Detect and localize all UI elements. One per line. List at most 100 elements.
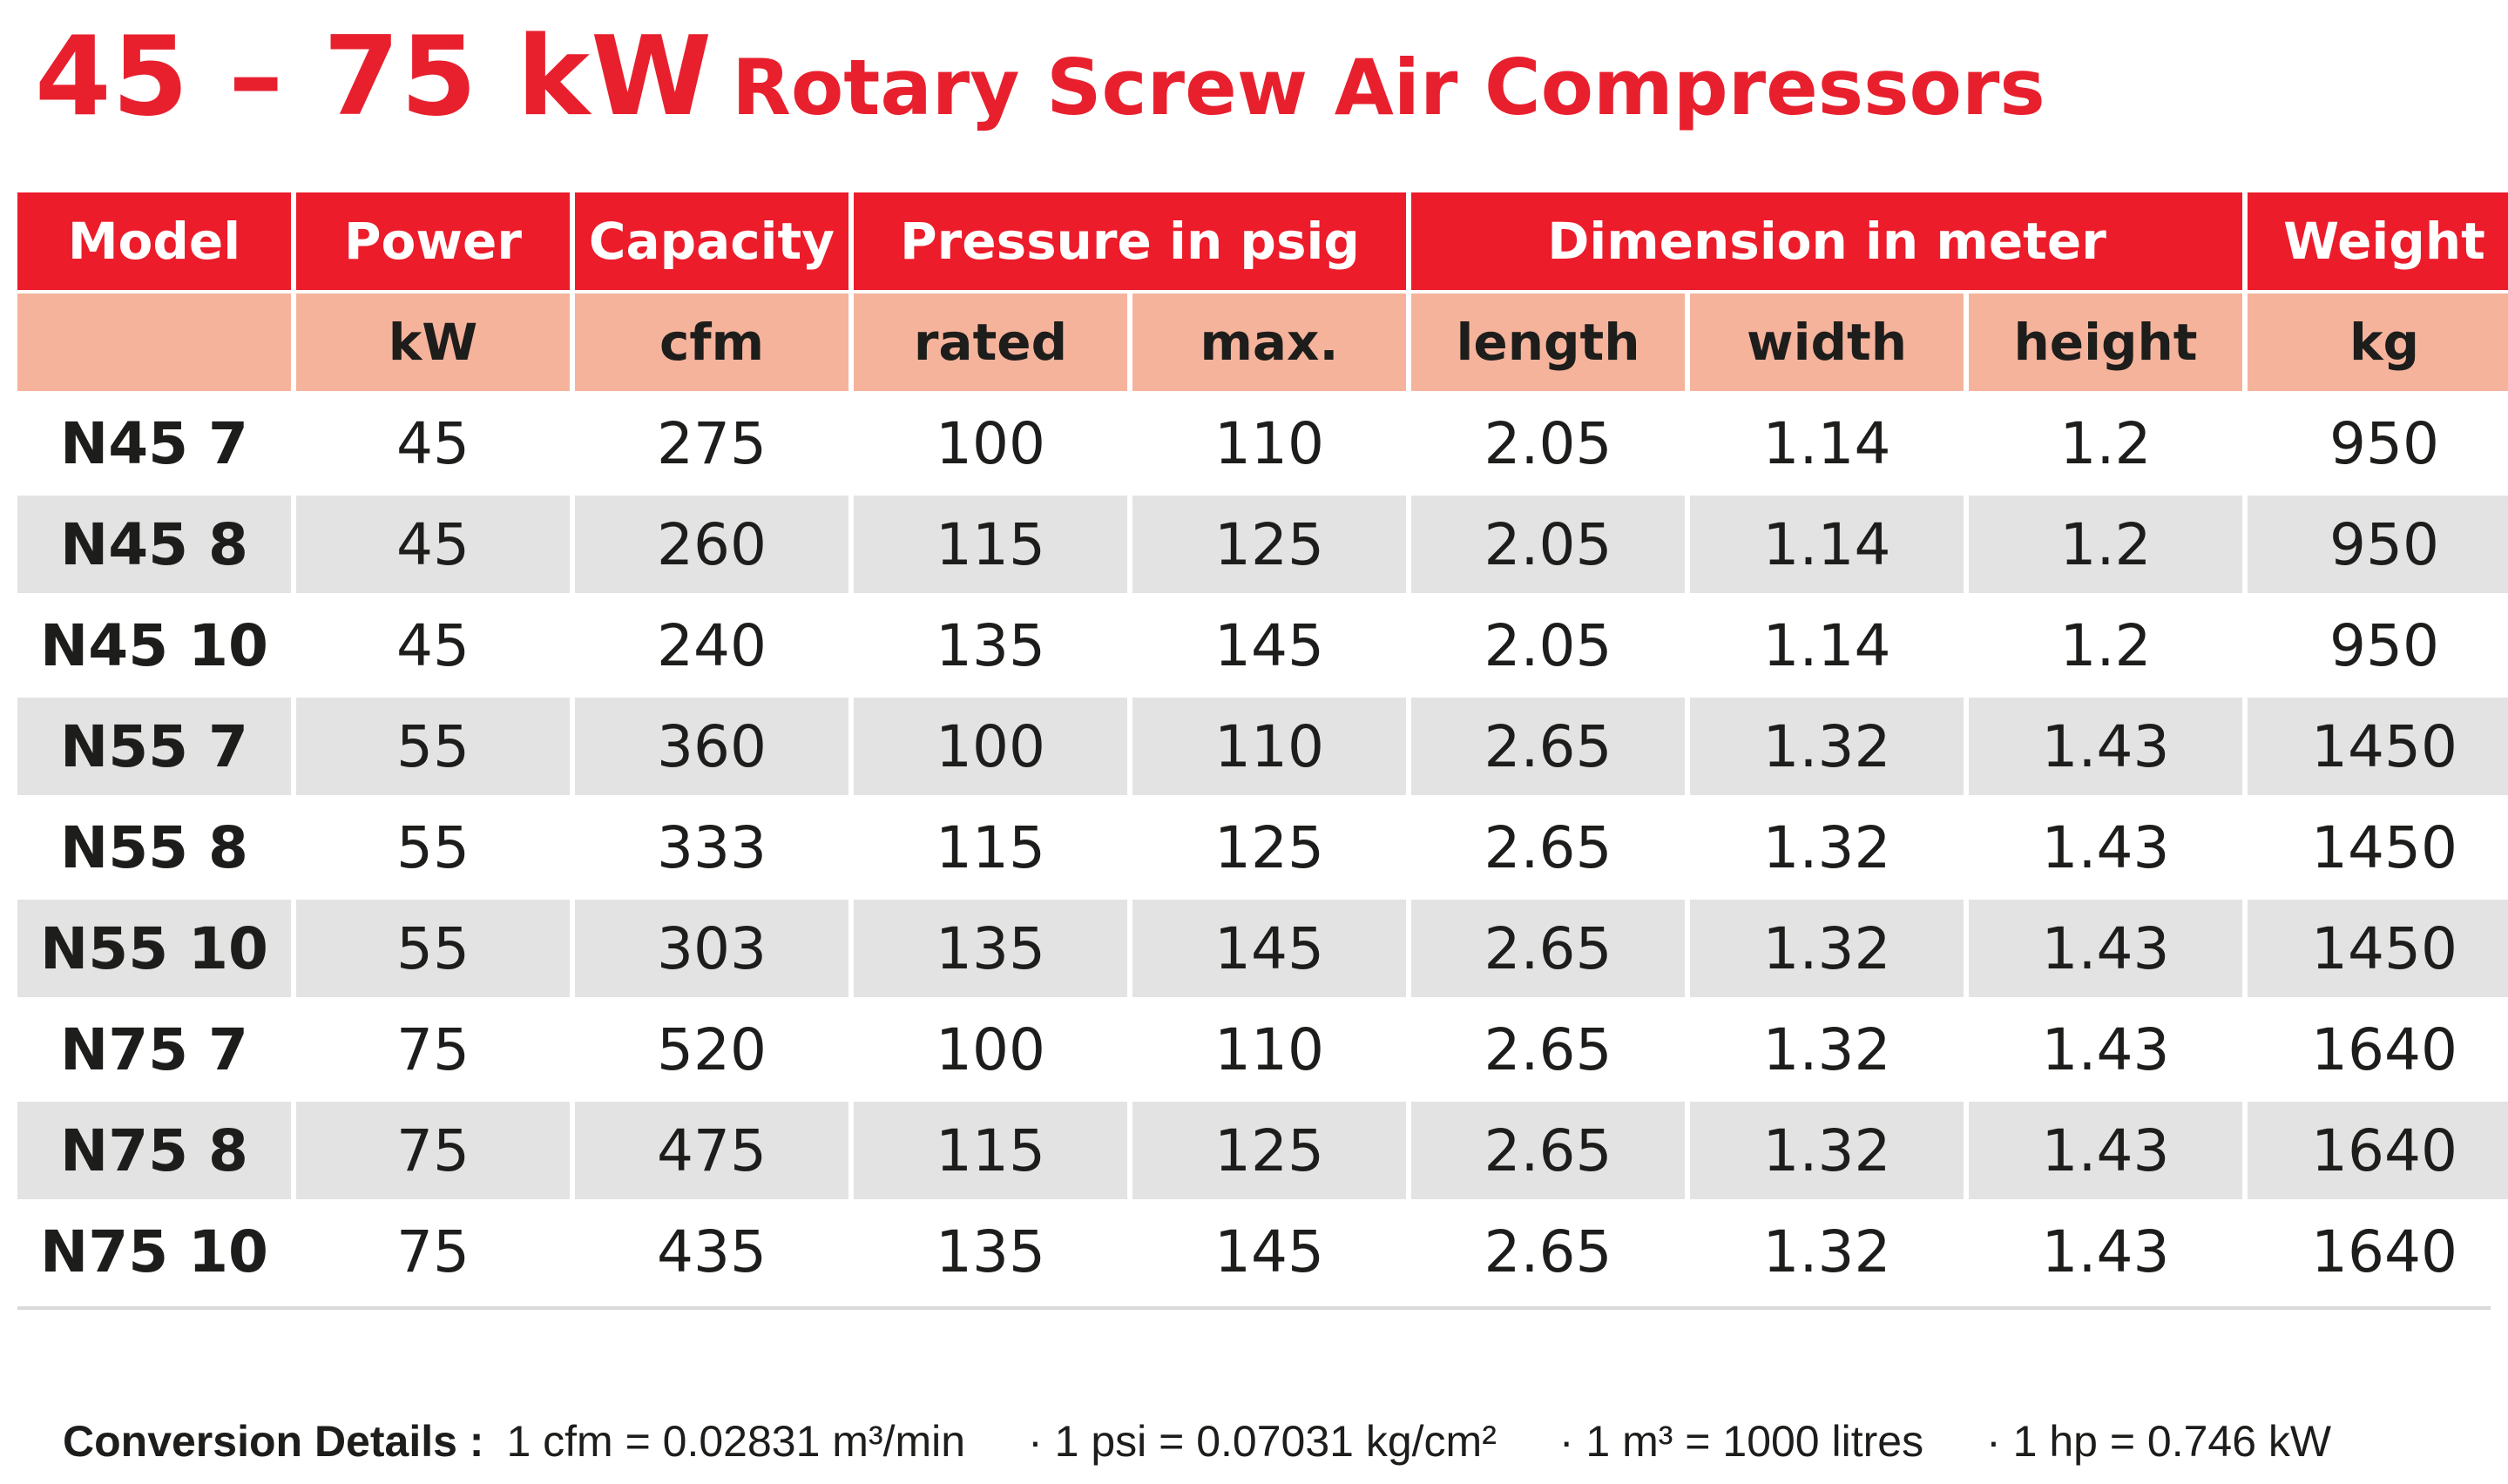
cell-length: 2.65 [1484,1218,1612,1285]
conversion-item-cfm: 1 cfm = 0.02831 m³/min [506,1417,966,1466]
subheader-capacity-unit: cfm [575,293,848,391]
conversion-item-m3: · 1 m³ = 1000 litres [1558,1417,1924,1466]
cell-pressure-rated: 135 [936,1218,1045,1285]
header-model: Model [17,192,291,290]
cell-width: 1.14 [1690,496,1964,593]
cell-height: 1.2 [1969,496,2243,593]
conversion-label: Conversion Details : [63,1417,484,1466]
header-dimension: Dimension in meter [1411,192,2243,290]
cell-power: 55 [396,813,470,881]
cell-capacity: 520 [657,1015,767,1083]
cell-capacity: 435 [657,1218,767,1285]
cell-weight: 1450 [2248,698,2508,795]
table-row: N45 8 45 260 115 125 2.05 1.14 1.2 950 [17,496,2508,593]
cell-power: 75 [296,1102,570,1199]
cell-pressure-rated: 100 [936,409,1045,477]
cell-length: 2.65 [1411,1102,1686,1199]
cell-pressure-rated: 135 [936,611,1045,679]
cell-capacity: 360 [575,698,848,795]
cell-model: N45 7 [60,409,248,477]
table-row: N45 10 45 240 135 145 2.05 1.14 1.2 950 [17,597,2508,694]
table-row: N75 7 75 520 100 110 2.65 1.32 1.43 1640 [17,1001,2508,1098]
table-row: N55 8 55 333 115 125 2.65 1.32 1.43 1450 [17,799,2508,896]
table-body: N45 7 45 275 100 110 2.05 1.14 1.2 950 N45 8 45 260… [17,395,2508,1300]
cell-model: N45 8 [17,496,291,593]
cell-length: 2.05 [1411,496,1686,593]
cell-capacity: 275 [657,409,767,477]
header-pressure: Pressure in psig [854,192,1407,290]
cell-width: 1.32 [1762,813,1891,881]
cell-pressure-rated: 135 [854,900,1127,997]
table-row: N55 10 55 303 135 145 2.65 1.32 1.43 1450 [17,900,2508,997]
title-power-range: 45 – 75 kW [35,12,713,140]
cell-capacity: 333 [657,813,767,881]
cell-width: 1.32 [1690,900,1964,997]
subheader-pressure-max: max. [1132,293,1407,391]
subheader-power-unit: kW [296,293,570,391]
cell-height: 1.43 [2041,1218,2170,1285]
cell-pressure-rated: 100 [854,698,1127,795]
cell-capacity: 260 [575,496,848,593]
cell-height: 1.2 [2059,409,2152,477]
cell-height: 1.43 [2041,813,2170,881]
subheader-width: width [1690,293,1964,391]
subheader-weight-unit: kg [2248,293,2508,391]
cell-length: 2.65 [1484,1015,1612,1083]
cell-height: 1.43 [2041,1015,2170,1083]
table-row: N55 7 55 360 100 110 2.65 1.32 1.43 1450 [17,698,2508,795]
cell-power: 55 [296,900,570,997]
conversion-item-psi: · 1 psi = 0.07031 kg/cm² [1028,1417,1497,1466]
cell-weight: 950 [2248,496,2508,593]
cell-capacity: 475 [575,1102,848,1199]
table-bottom-rule [17,1306,2491,1310]
cell-length: 2.65 [1411,698,1686,795]
cell-model: N75 8 [17,1102,291,1199]
cell-length: 2.05 [1484,611,1612,679]
cell-weight: 950 [2329,409,2439,477]
cell-power: 55 [296,698,570,795]
subheader-height: height [1969,293,2243,391]
cell-length: 2.65 [1484,813,1612,881]
cell-pressure-max: 125 [1214,813,1324,881]
cell-width: 1.14 [1762,409,1891,477]
cell-weight: 1450 [2248,900,2508,997]
cell-model: N75 10 [40,1218,268,1285]
cell-model: N55 10 [17,900,291,997]
cell-power: 45 [396,611,470,679]
conversion-item-hp: · 1 hp = 0.746 kW [1986,1417,2332,1466]
header-row: Model Power Capacity Pressure in psig Di… [17,192,2508,290]
cell-height: 1.43 [1969,698,2243,795]
cell-model: N55 7 [17,698,291,795]
cell-pressure-max: 110 [1214,1015,1324,1083]
cell-pressure-rated: 115 [936,813,1045,881]
cell-width: 1.32 [1762,1015,1891,1083]
cell-model: N75 7 [60,1015,248,1083]
header-power: Power [296,192,570,290]
cell-width: 1.32 [1690,698,1964,795]
cell-pressure-max: 125 [1132,496,1407,593]
subheader-length: length [1411,293,1686,391]
cell-length: 2.65 [1411,900,1686,997]
page-title: 45 – 75 kW Rotary Screw Air Compressors [35,16,2045,138]
header-capacity: Capacity [575,192,848,290]
cell-pressure-max: 110 [1132,698,1407,795]
cell-pressure-max: 125 [1132,1102,1407,1199]
cell-width: 1.32 [1690,1102,1964,1199]
table-row: N75 10 75 435 135 145 2.65 1.32 1.43 1640 [17,1203,2508,1300]
cell-weight: 1640 [2248,1102,2508,1199]
cell-width: 1.14 [1762,611,1891,679]
cell-power: 45 [296,496,570,593]
subheader-row: kW cfm rated max. length width height kg [17,293,2508,391]
cell-weight: 1640 [2311,1015,2457,1083]
cell-power: 45 [396,409,470,477]
cell-capacity: 240 [657,611,767,679]
cell-pressure-max: 145 [1214,611,1324,679]
cell-pressure-max: 110 [1214,409,1324,477]
conversion-details: Conversion Details : 1 cfm = 0.02831 m³/m… [63,1411,2394,1472]
cell-height: 1.2 [2059,611,2152,679]
cell-height: 1.43 [1969,1102,2243,1199]
cell-model: N45 10 [40,611,268,679]
cell-pressure-rated: 115 [854,1102,1127,1199]
header-weight: Weight [2248,192,2508,290]
title-product: Rotary Screw Air Compressors [732,43,2045,132]
